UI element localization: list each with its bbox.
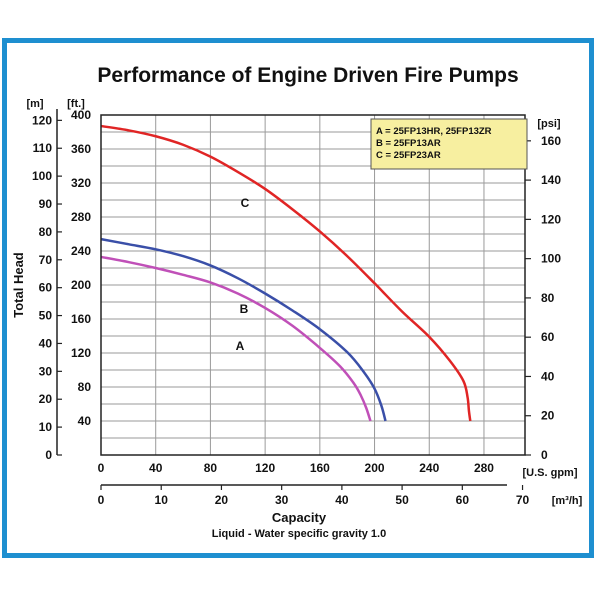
legend: A = 25FP13HR, 25FP13ZR B = 25FP13AR C = … — [370, 118, 528, 170]
x-tick-gpm: 40 — [149, 461, 163, 475]
x-tick-gpm: 280 — [474, 461, 494, 475]
y-tick-m: 30 — [39, 364, 53, 378]
x-tick-m3h: 0 — [98, 493, 105, 507]
curves — [100, 124, 472, 422]
y-tick-ft: 160 — [71, 312, 91, 326]
x-unit-gpm: [U.S. gpm] — [523, 467, 578, 479]
chart-svg: Performance of Engine Driven Fire Pumps … — [11, 64, 583, 540]
y-tick-psi: 120 — [541, 212, 561, 226]
x-axis-title: Capacity — [272, 510, 327, 525]
y-tick-ft: 120 — [71, 346, 91, 360]
curve-label-a: A — [236, 339, 245, 353]
chart-subtitle: Liquid - Water specific gravity 1.0 — [212, 528, 386, 540]
y-tick-ft: 360 — [71, 142, 91, 156]
y-tick-psi: 100 — [541, 252, 561, 266]
series-line-c — [100, 124, 472, 422]
legend-box — [370, 118, 528, 170]
legend-entry-a: A = 25FP13HR, 25FP13ZR — [376, 126, 492, 137]
y-unit-m: [m] — [26, 98, 43, 110]
y-tick-ft: 240 — [71, 244, 91, 258]
legend-entry-c: C = 25FP23AR — [376, 150, 441, 161]
x-tick-m3h: 10 — [155, 493, 169, 507]
y-tick-psi: 20 — [541, 409, 555, 423]
y-tick-m: 60 — [39, 281, 53, 295]
y-axis-title: Total Head — [11, 252, 26, 318]
y-tick-m: 120 — [32, 113, 52, 127]
x-tick-gpm: 80 — [204, 461, 218, 475]
x-tick-m3h: 40 — [335, 493, 349, 507]
y-unit-ft: [ft.] — [67, 98, 85, 110]
chart-title: Performance of Engine Driven Fire Pumps — [97, 64, 518, 87]
series-line-a — [100, 255, 372, 422]
x-ticks-gpm: 0 40 80 120 160 200 240 280 — [98, 461, 495, 475]
x-tick-gpm: 240 — [419, 461, 439, 475]
y-tick-ft: 200 — [71, 278, 91, 292]
y-tick-psi: 0 — [541, 448, 548, 462]
y-ticks-psi: 0 20 40 60 80 100 120 140 160 — [525, 134, 561, 462]
y-tick-m: 40 — [39, 336, 53, 350]
y-ticks-ft: 40 80 120 160 200 240 280 320 360 400 — [71, 108, 91, 428]
y-tick-m: 0 — [45, 448, 52, 462]
y-tick-m: 20 — [39, 392, 53, 406]
x-tick-m3h: 60 — [456, 493, 470, 507]
x-tick-gpm: 0 — [98, 461, 105, 475]
y-tick-psi: 140 — [541, 173, 561, 187]
y-tick-psi: 160 — [541, 134, 561, 148]
y-tick-m: 80 — [39, 225, 53, 239]
curve-label-c: C — [241, 196, 250, 210]
x-tick-gpm: 120 — [255, 461, 275, 475]
x-tick-gpm: 160 — [310, 461, 330, 475]
y-tick-ft: 280 — [71, 210, 91, 224]
legend-entry-b: B = 25FP13AR — [376, 138, 441, 149]
curve-label-b: B — [240, 302, 249, 316]
y-tick-m: 70 — [39, 253, 53, 267]
y-tick-psi: 40 — [541, 369, 555, 383]
x-tick-m3h: 70 — [516, 493, 530, 507]
chart-frame: Performance of Engine Driven Fire Pumps … — [2, 38, 594, 558]
y-tick-ft: 400 — [71, 108, 91, 122]
y-ticks-m: 0 10 20 30 40 50 60 70 80 90 100 110 120 — [32, 109, 62, 462]
y-unit-psi: [psi] — [537, 118, 561, 130]
y-tick-ft: 320 — [71, 176, 91, 190]
y-tick-m: 50 — [39, 309, 53, 323]
y-tick-m: 110 — [33, 141, 53, 155]
plot-border — [100, 114, 526, 456]
y-tick-psi: 60 — [541, 330, 555, 344]
series-line-b — [100, 237, 387, 422]
y-tick-m: 90 — [39, 197, 53, 211]
y-tick-m: 100 — [32, 169, 52, 183]
x-tick-m3h: 30 — [275, 493, 289, 507]
y-tick-ft: 80 — [78, 380, 92, 394]
x-tick-m3h: 50 — [395, 493, 409, 507]
x-unit-m3h: [m³/h] — [552, 495, 583, 507]
x-tick-gpm: 200 — [365, 461, 385, 475]
y-tick-psi: 80 — [541, 291, 555, 305]
y-tick-m: 10 — [39, 420, 53, 434]
x-ticks-m3h: 0 10 20 30 40 50 60 70 — [98, 485, 530, 507]
x-tick-m3h: 20 — [215, 493, 229, 507]
y-tick-ft: 40 — [78, 414, 92, 428]
